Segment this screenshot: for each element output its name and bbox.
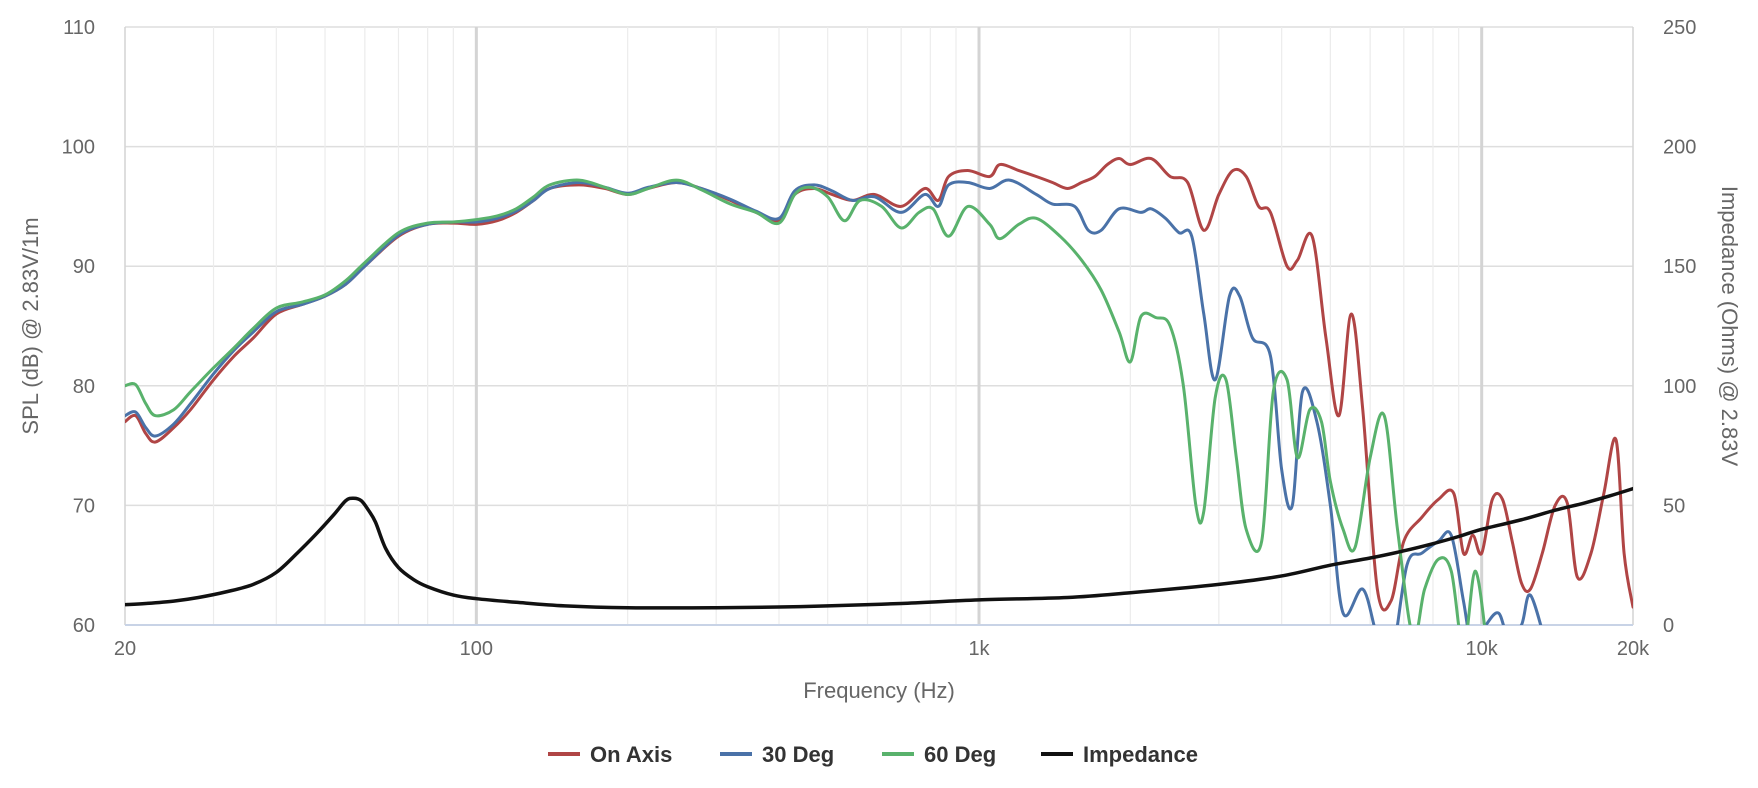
- y-axis-ticks: 60 70 80 90 100 110: [62, 17, 95, 637]
- x-tick-label: 100: [460, 638, 493, 660]
- legend-label: 30 Deg: [762, 742, 834, 767]
- legend-item-60-deg[interactable]: 60 Deg: [882, 742, 996, 767]
- legend-label: On Axis: [590, 742, 672, 767]
- y-tick-label: 110: [63, 17, 95, 39]
- legend-label: Impedance: [1083, 742, 1198, 767]
- legend: On Axis 30 Deg 60 Deg Impedance: [548, 742, 1198, 767]
- legend-item-30-deg[interactable]: 30 Deg: [720, 742, 834, 767]
- x-tick-label: 20k: [1617, 638, 1650, 660]
- y2-tick-label: 0: [1663, 615, 1674, 637]
- y2-tick-label: 200: [1663, 137, 1696, 159]
- x-axis-title: Frequency (Hz): [803, 678, 955, 703]
- y2-tick-label: 50: [1663, 495, 1685, 517]
- series-line-60-deg: [125, 178, 1486, 625]
- y2-tick-label: 150: [1663, 256, 1696, 278]
- legend-item-on-axis[interactable]: On Axis: [548, 742, 672, 767]
- x-tick-label: 1k: [968, 638, 990, 660]
- series-line-30-deg: [125, 178, 1543, 625]
- y-tick-label: 80: [73, 376, 95, 398]
- series-line-impedance: [125, 486, 1633, 610]
- y-axis-title: SPL (dB) @ 2.83V/1m: [18, 217, 43, 434]
- y-tick-label: 100: [62, 137, 95, 159]
- series-lines: [125, 156, 1633, 625]
- y-tick-label: 60: [73, 615, 95, 637]
- x-tick-label: 20: [114, 638, 136, 660]
- y2-axis-title: Impedance (Ohms) @ 2.83V: [1717, 186, 1742, 467]
- y-tick-label: 70: [73, 495, 95, 517]
- y2-tick-label: 100: [1663, 376, 1696, 398]
- series-line-on-axis: [125, 156, 1633, 612]
- y-tick-label: 90: [73, 256, 95, 278]
- y2-tick-label: 250: [1663, 17, 1696, 39]
- x-tick-label: 10k: [1466, 638, 1499, 660]
- x-axis-ticks: 20 100 1k 10k 20k: [114, 638, 1650, 660]
- y2-axis-ticks: 0 50 100 150 200 250: [1663, 17, 1696, 637]
- legend-label: 60 Deg: [924, 742, 996, 767]
- grid: [124, 26, 1634, 626]
- legend-item-impedance[interactable]: Impedance: [1041, 742, 1198, 767]
